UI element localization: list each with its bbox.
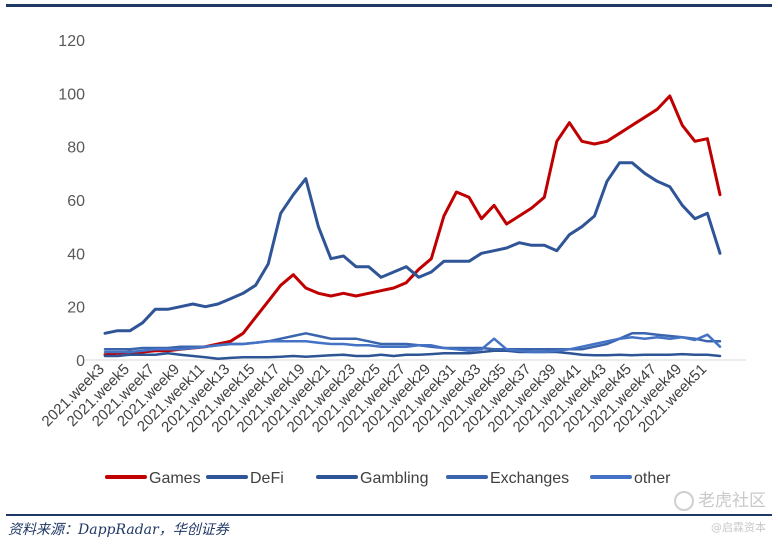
- source-note: 资料来源：DappRadar，华创证券: [8, 522, 229, 538]
- legend-label-exchanges: Exchanges: [490, 470, 569, 487]
- series-line-other: [103, 333, 722, 354]
- y-tick-label: 40: [67, 246, 85, 263]
- x-axis-ticks: 2021.week32021.week52021.week72021.week9…: [39, 361, 711, 436]
- series-line-games: [103, 94, 722, 357]
- series-line-defi: [103, 161, 722, 335]
- legend-label-defi: DeFi: [250, 470, 284, 487]
- watermark-main: 老虎社区: [674, 486, 766, 511]
- series-layer: [103, 94, 722, 360]
- y-tick-label: 0: [76, 353, 85, 370]
- bottom-rule: [6, 514, 772, 516]
- series-line-gambling: [103, 349, 722, 360]
- y-tick-label: 120: [58, 33, 85, 50]
- watermark-logo-icon: [674, 491, 694, 511]
- y-tick-label: 20: [67, 300, 85, 317]
- legend: Games DeFi Gambling Exchanges other: [105, 470, 671, 487]
- legend-label-other: other: [634, 470, 671, 487]
- legend-label-gambling: Gambling: [360, 470, 428, 487]
- watermark-main-text: 老虎社区: [698, 491, 766, 511]
- y-axis-ticks: 0 20 40 60 80 100 120: [58, 33, 85, 370]
- y-tick-label: 80: [67, 140, 85, 157]
- y-tick-label: 100: [58, 86, 85, 103]
- top-rule: [6, 4, 772, 7]
- watermark-sub: @启霖资本: [711, 521, 766, 534]
- y-tick-label: 60: [67, 193, 85, 210]
- legend-label-games: Games: [149, 470, 201, 487]
